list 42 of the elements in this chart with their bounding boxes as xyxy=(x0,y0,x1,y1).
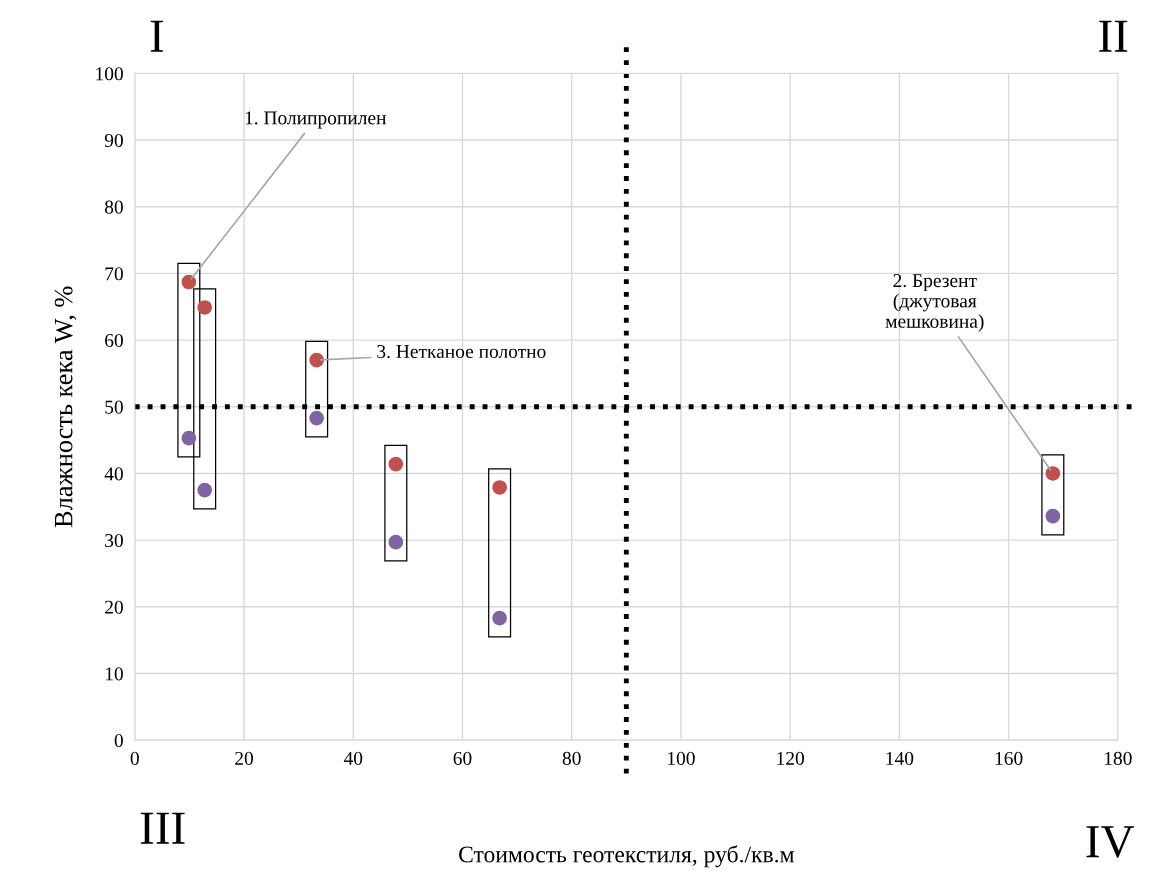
point xyxy=(181,430,197,446)
x-axis-title: Стоимость геотекстиля, руб./кв.м xyxy=(459,845,794,868)
y-axis-title: Влажность кека W, % xyxy=(54,286,77,528)
point xyxy=(492,610,507,626)
x-tick-label: 60 xyxy=(453,751,472,765)
x-tick-label: 0 xyxy=(130,751,139,765)
y-tick-label: 50 xyxy=(105,400,123,414)
x-tick-label: 20 xyxy=(235,751,253,765)
point xyxy=(492,480,507,495)
x-tick-label: 40 xyxy=(343,751,363,765)
text: III xyxy=(140,812,185,844)
point xyxy=(1045,508,1061,524)
x-tick-label: 160 xyxy=(995,751,1023,765)
point xyxy=(197,482,212,498)
point xyxy=(309,410,324,426)
text: IV xyxy=(1086,826,1135,858)
x-tick-label: 120 xyxy=(777,751,804,765)
point xyxy=(1045,466,1061,481)
point xyxy=(181,274,197,290)
text: I xyxy=(150,20,164,52)
y-tick-label: 70 xyxy=(105,267,123,281)
x-tick-label: 180 xyxy=(1104,751,1132,765)
y-tick-label: 20 xyxy=(105,600,123,614)
y-tick-label: 90 xyxy=(104,133,123,148)
y-tick-label: 10 xyxy=(105,667,123,681)
annotation: 1. Полипропилен xyxy=(245,111,387,129)
annotation: 3. Нетканое полотно xyxy=(377,344,546,359)
y-tick-label: 40 xyxy=(104,467,123,481)
annotation: 2. Брезент (джутовая мешковина) xyxy=(885,274,984,332)
y-tick-label: 60 xyxy=(105,333,123,348)
text: II xyxy=(1099,20,1128,52)
y-tick-label: 80 xyxy=(104,200,123,214)
x-tick-label: 80 xyxy=(562,751,581,765)
point xyxy=(309,352,324,368)
point xyxy=(388,456,404,472)
y-tick-label: 0 xyxy=(114,733,123,748)
y-tick-label: 100 xyxy=(96,67,123,81)
x-tick-label: 100 xyxy=(668,751,695,765)
y-tick-label: 30 xyxy=(105,533,123,548)
point xyxy=(197,300,212,315)
point xyxy=(388,534,404,550)
x-tick-label: 140 xyxy=(886,751,914,765)
